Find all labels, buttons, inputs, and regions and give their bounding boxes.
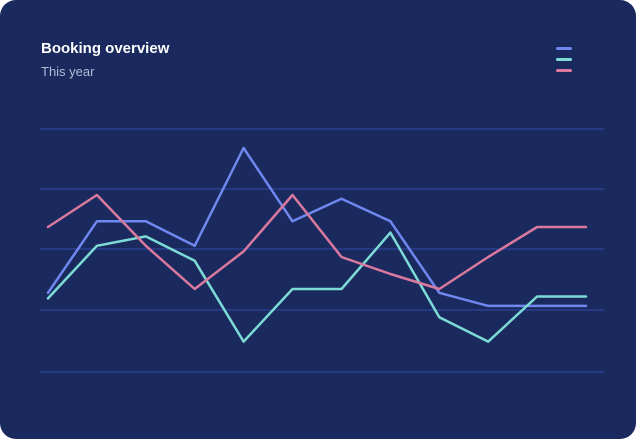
chart-subtitle: This year (41, 64, 95, 79)
series-line-3 (46, 193, 588, 291)
legend (556, 47, 572, 77)
chart-title: Booking overview (41, 40, 170, 57)
legend-line-pink-icon (556, 69, 572, 72)
legend-line-blue-icon (556, 47, 572, 50)
series-line-1 (46, 146, 588, 308)
legend-line-teal-icon (556, 58, 572, 61)
